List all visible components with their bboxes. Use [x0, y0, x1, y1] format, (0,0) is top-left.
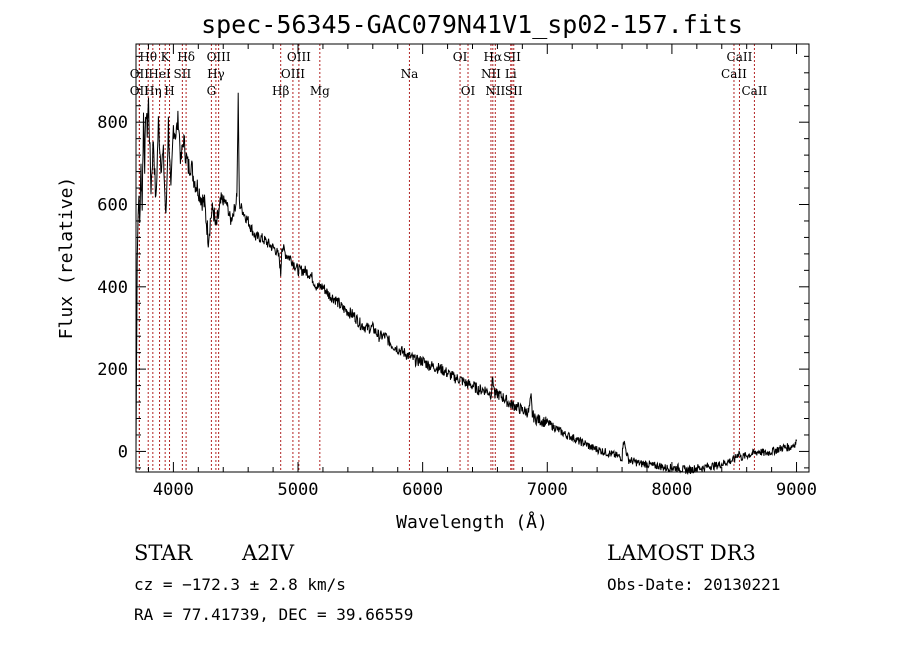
emission-line-label: K	[161, 50, 171, 64]
x-tick-label: 6000	[402, 480, 443, 500]
emission-line-label: OII	[130, 67, 150, 81]
emission-line-label: NII	[485, 84, 505, 98]
emission-line-label: Hθ	[139, 50, 157, 64]
emission-line-label: CaII	[741, 84, 767, 98]
x-tick-label: 7000	[527, 480, 568, 500]
emission-line-label: Hγ	[207, 67, 225, 81]
emission-line-label: NII	[481, 67, 501, 81]
emission-line-label: SII	[174, 67, 192, 81]
plot-frame	[135, 43, 810, 473]
emission-line-label: G	[207, 84, 217, 98]
emission-line-label: CaII	[721, 67, 747, 81]
x-axis-ticks: 4000 5000 6000 7000 8000 9000	[147, 44, 817, 500]
chart-title: spec-56345-GAC079N41V1_sp02-157.fits	[201, 10, 743, 39]
object-subclass: A2IV	[241, 541, 295, 565]
y-tick-label: 400	[97, 278, 128, 298]
emission-line-label: Hδ	[177, 50, 195, 64]
emission-line-label: OIII	[281, 67, 305, 81]
emission-line-label: Na	[401, 67, 419, 81]
x-tick-label: 5000	[278, 480, 319, 500]
spectrum-line	[135, 92, 797, 476]
emission-line-label: OII	[130, 84, 150, 98]
object-class: STAR	[134, 541, 193, 565]
y-tick-label: 0	[118, 442, 128, 462]
emission-line-markers	[138, 44, 755, 472]
emission-line-labels: OIIHθOIIHηHeIKHSIIHδGHγOIIIHβOIIIOIIIMgN…	[130, 50, 768, 98]
coordinates: RA = 77.41739, DEC = 39.66559	[134, 605, 413, 624]
emission-line-label: OIII	[207, 50, 231, 64]
x-tick-label: 9000	[776, 480, 817, 500]
emission-line-label: Hα	[484, 50, 503, 64]
emission-line-label: OI	[461, 84, 476, 98]
y-tick-label: 600	[97, 196, 128, 216]
emission-line-label: H	[164, 84, 174, 98]
x-axis-label: Wavelength (Å)	[396, 511, 548, 533]
y-axis-ticks: 0 200 400 600 800	[97, 55, 809, 469]
y-axis-label: Flux (relative)	[56, 177, 77, 340]
y-tick-label: 200	[97, 360, 128, 380]
emission-line-label: HeI	[148, 67, 171, 81]
emission-line-label: Li	[505, 67, 517, 81]
observation-date: Obs-Date: 20130221	[607, 575, 780, 594]
x-tick-label: 4000	[153, 480, 194, 500]
emission-line-label: SII	[505, 84, 523, 98]
emission-line-label: Mg	[310, 84, 330, 98]
survey-name: LAMOST DR3	[607, 541, 756, 565]
emission-line-label: OI	[453, 50, 468, 64]
redshift-cz: cz = −172.3 ± 2.8 km/s	[134, 575, 346, 594]
x-tick-label: 8000	[651, 480, 692, 500]
y-tick-label: 800	[97, 113, 128, 133]
emission-line-label: OIII	[287, 50, 311, 64]
emission-line-label: Hη	[144, 84, 162, 98]
emission-line-label: CaII	[727, 50, 753, 64]
emission-line-label: SII	[503, 50, 521, 64]
emission-line-label: Hβ	[272, 84, 289, 98]
